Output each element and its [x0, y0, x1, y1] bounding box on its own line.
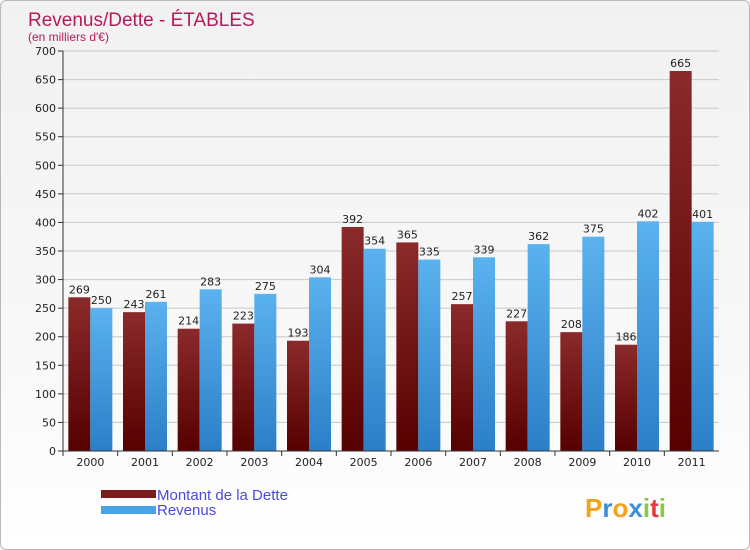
x-tick-label: 2003 [240, 456, 268, 469]
data-label-revenus-2001: 261 [146, 288, 167, 301]
data-label-dette-2004: 193 [288, 327, 309, 340]
data-label-dette-2003: 223 [233, 310, 254, 323]
y-tick-label: 300 [35, 274, 56, 287]
data-label-revenus-2010: 402 [638, 207, 659, 220]
bar-revenus-2010 [637, 221, 659, 451]
chart-subtitle: (en milliers d'€) [28, 30, 109, 44]
y-tick-label: 250 [35, 302, 56, 315]
bar-dette-2007 [451, 304, 473, 451]
x-tick-label: 2007 [459, 456, 487, 469]
bar-revenus-2008 [527, 244, 550, 451]
bar-dette-2000 [68, 297, 91, 451]
y-tick-label: 150 [35, 359, 56, 372]
bar-dette-2004 [287, 340, 309, 451]
proxiti-logo: Proxiti [585, 493, 666, 523]
bar-dette-2009 [560, 332, 583, 451]
data-label-revenus-2005: 354 [364, 235, 385, 248]
y-tick-label: 650 [35, 74, 56, 87]
data-label-revenus-2004: 304 [310, 263, 331, 276]
bar-dette-2002 [177, 328, 200, 451]
x-tick-label: 2005 [350, 456, 378, 469]
x-tick-label: 2004 [295, 456, 323, 469]
data-label-revenus-2007: 339 [474, 243, 495, 256]
proxiti-logo-text: Proxiti [585, 493, 666, 523]
bar-revenus-2004 [309, 277, 331, 451]
bar-revenus-2002 [199, 289, 222, 451]
x-tick-label: 2010 [623, 456, 651, 469]
data-label-dette-2011: 665 [670, 57, 691, 70]
x-tick-label: 2000 [76, 456, 104, 469]
bar-dette-2003 [232, 323, 255, 451]
bar-revenus-2009 [582, 236, 605, 451]
data-label-revenus-2008: 362 [528, 230, 549, 243]
y-tick-label: 700 [35, 45, 56, 58]
bar-revenus-2000 [90, 308, 113, 451]
bar-revenus-2011 [691, 221, 714, 451]
x-tick-label: 2011 [678, 456, 706, 469]
data-label-dette-2001: 243 [124, 298, 145, 311]
legend-swatch-dette [101, 490, 156, 498]
x-tick-label: 2009 [568, 456, 596, 469]
legend: Montant de la Dette Revenus [101, 487, 288, 519]
y-axis-ticks: 0 50 100 150 200 250 300 350 400 450 500 550 600 650 7… [35, 45, 63, 458]
data-label-dette-2010: 186 [616, 331, 637, 344]
data-label-dette-2006: 365 [397, 228, 418, 241]
data-label-revenus-2000: 250 [91, 294, 112, 307]
y-tick-label: 350 [35, 245, 56, 258]
y-tick-label: 100 [35, 388, 56, 401]
x-tick-label: 2006 [404, 456, 432, 469]
bar-revenus-2007 [473, 257, 495, 451]
axes [62, 51, 719, 452]
data-label-dette-2005: 392 [342, 213, 363, 226]
bar-dette-2006 [396, 242, 419, 451]
data-label-dette-2007: 257 [452, 290, 473, 303]
data-label-revenus-2006: 335 [419, 246, 440, 259]
x-tick-label: 2001 [131, 456, 159, 469]
bar-revenus-2005 [363, 248, 386, 451]
bar-dette-2011 [669, 71, 692, 451]
data-label-revenus-2002: 283 [200, 275, 221, 288]
y-tick-label: 200 [35, 331, 56, 344]
data-label-revenus-2011: 401 [692, 208, 713, 221]
y-tick-label: 450 [35, 188, 56, 201]
legend-swatch-revenus [101, 506, 156, 514]
x-axis-ticks: 2000 2001 2002 2003 2004 2005 2006 2007 2008 2009… [62, 451, 706, 469]
data-label-revenus-2009: 375 [583, 223, 604, 236]
y-tick-label: 550 [35, 131, 56, 144]
x-tick-label: 2002 [186, 456, 214, 469]
data-label-dette-2002: 214 [178, 315, 199, 328]
bar-revenus-2006 [418, 259, 441, 451]
legend-label-dette: Montant de la Dette [157, 487, 288, 504]
chart-title: Revenus/Dette - ÉTABLES [28, 10, 255, 31]
bars [68, 71, 714, 451]
data-label-dette-2009: 208 [561, 318, 582, 331]
y-tick-label: 50 [42, 416, 56, 429]
data-label-revenus-2003: 275 [255, 280, 276, 293]
x-tick-label: 2008 [514, 456, 542, 469]
legend-label-revenus: Revenus [157, 502, 216, 519]
y-tick-label: 600 [35, 102, 56, 115]
grid [63, 50, 719, 423]
y-tick-label: 0 [49, 445, 56, 458]
bar-revenus-2001 [145, 301, 167, 451]
bar-dette-2008 [505, 321, 528, 451]
bar-revenus-2003 [254, 293, 277, 451]
data-label-dette-2000: 269 [69, 283, 90, 296]
data-label-dette-2008: 227 [506, 307, 527, 320]
bar-dette-2005 [341, 227, 364, 451]
y-tick-label: 400 [35, 216, 56, 229]
bar-dette-2001 [123, 312, 145, 451]
y-tick-label: 500 [35, 159, 56, 172]
bar-dette-2010 [615, 344, 637, 451]
